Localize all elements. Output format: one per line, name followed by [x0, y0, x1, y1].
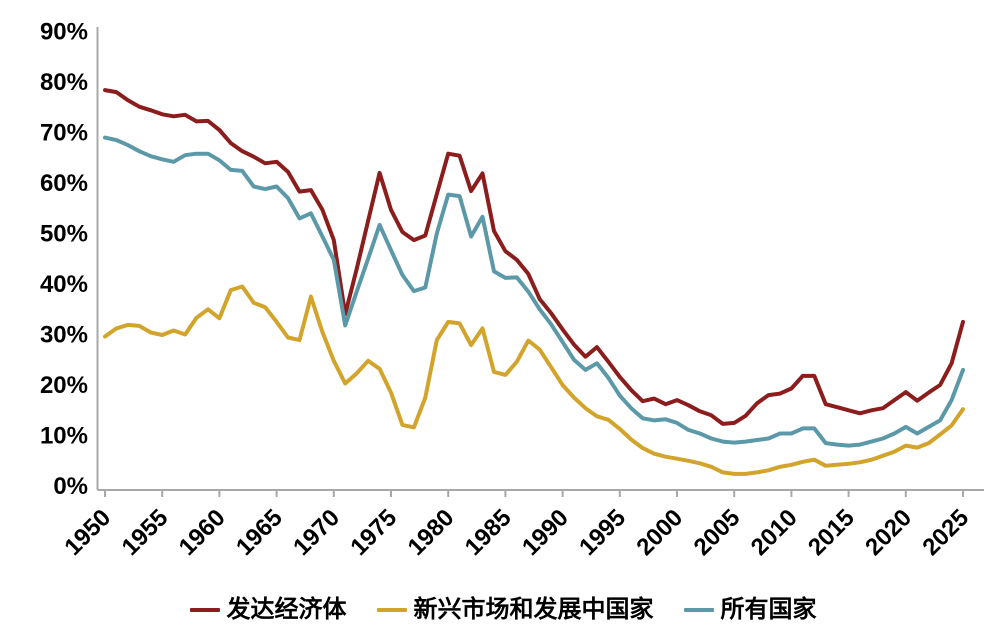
x-tick-label: 2025	[917, 504, 974, 561]
legend-swatch-all-countries-icon	[683, 608, 714, 612]
legend-label-emerging: 新兴市场和发展中国家	[413, 596, 654, 623]
y-tick-label: 60%	[40, 170, 88, 197]
x-tick-label: 2005	[689, 504, 746, 561]
legend-label-developed: 发达经济体	[226, 596, 347, 623]
x-tick-label: 1965	[231, 504, 288, 561]
x-tick-label: 1955	[117, 504, 174, 561]
x-tick-label: 2010	[746, 504, 803, 561]
y-tick-label: 0%	[53, 473, 88, 500]
data-series	[103, 88, 965, 476]
y-tick-label: 80%	[40, 69, 88, 96]
legend-swatch-developed-icon	[189, 608, 220, 612]
y-tick-label: 10%	[40, 423, 88, 450]
x-tick-label: 1980	[403, 504, 460, 561]
legend-label-all-countries: 所有国家	[720, 596, 817, 623]
series-line-1	[103, 284, 965, 476]
y-tick-label: 20%	[40, 372, 88, 399]
x-tick-label: 1960	[174, 504, 231, 561]
x-tick-label: 1990	[517, 504, 574, 561]
axes	[96, 27, 984, 497]
x-tick-label: 1970	[288, 504, 345, 561]
x-tick-label: 2015	[803, 504, 860, 561]
y-tick-label: 30%	[40, 322, 88, 349]
legend-item-all-countries: 所有国家	[683, 591, 817, 629]
x-tick-label: 1995	[574, 504, 631, 561]
x-tick-label: 1950	[59, 504, 116, 561]
series-line-0	[103, 88, 965, 426]
axis-labels: 1950 1955 1960 1965 1970 1975 1980 1985 1990 1995…	[40, 19, 974, 561]
x-tick-label: 2000	[631, 504, 688, 561]
y-tick-label: 70%	[40, 120, 88, 147]
legend-item-emerging: 新兴市场和发展中国家	[376, 591, 654, 629]
series-line-2	[103, 135, 965, 448]
y-tick-label: 50%	[40, 221, 88, 248]
x-tick-label: 2020	[860, 504, 917, 561]
y-tick-label: 90%	[40, 19, 88, 46]
y-tick-label: 40%	[40, 271, 88, 298]
x-tick-label: 1985	[460, 504, 517, 561]
legend-item-developed: 发达经济体	[189, 591, 347, 629]
chart-legend: 发达经济体 新兴市场和发展中国家 所有国家	[0, 591, 1006, 629]
legend-swatch-emerging-icon	[376, 608, 407, 612]
x-tick-label: 1975	[345, 504, 402, 561]
